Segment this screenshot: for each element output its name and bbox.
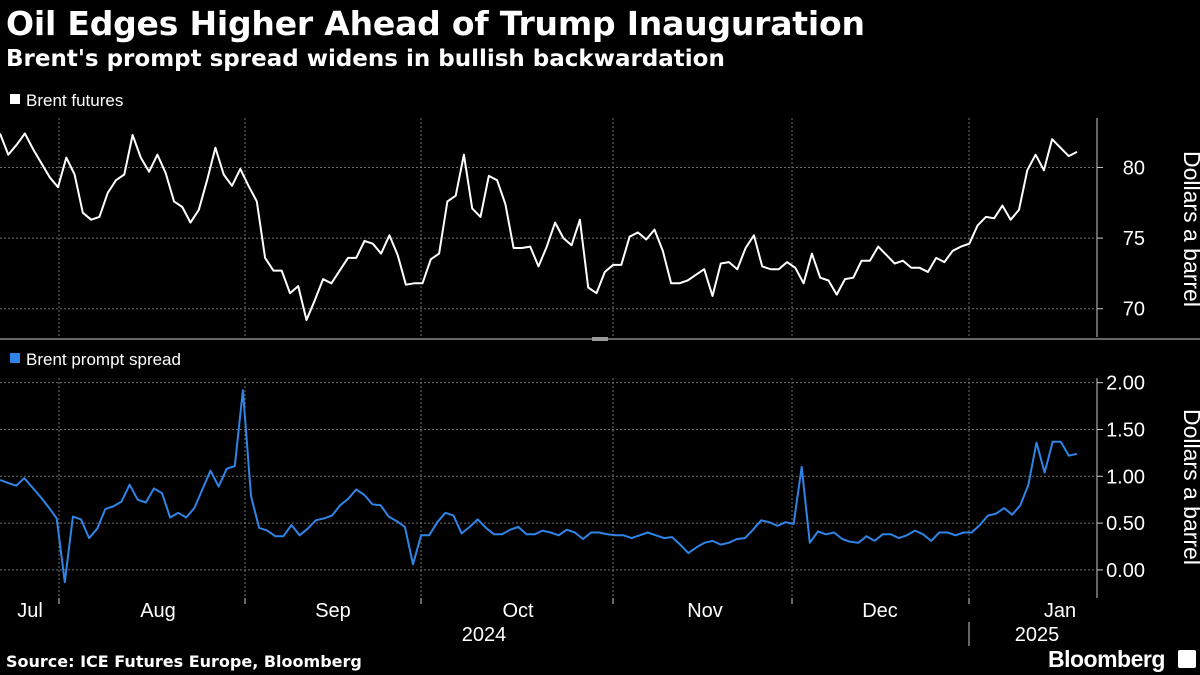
legend-label-brent-prompt-spread: Brent prompt spread [26,350,181,369]
brent-prompt-spread-series-line [0,389,1078,584]
brent-prompt-spread-ytick-label: 2.00 [1106,373,1145,395]
x-month-label: Oct [502,600,534,622]
brent-futures-ytick-label: 70 [1123,299,1145,321]
x-month-label: Jan [1044,600,1076,622]
brent-prompt-spread-ytick-label: 0.00 [1106,560,1145,582]
x-month-label: Sep [315,600,351,622]
brent-futures-ytick-label: 80 [1123,157,1145,179]
x-month-label: Dec [862,600,898,622]
brent-prompt-spread-ytick-label: 0.50 [1106,513,1145,535]
brent-prompt-spread-ytick-label: 1.50 [1106,419,1145,441]
y-axis-title-bottom: Dollars a barrel [1179,409,1200,565]
legend-label-brent-futures: Brent futures [26,91,123,110]
bloomberg-logo: Bloomberg [1048,646,1165,672]
legend-swatch-brent-prompt-spread [10,353,20,363]
x-month-label: Aug [140,600,176,622]
chart-subtitle: Brent's prompt spread widens in bullish … [6,46,725,72]
legend-swatch-brent-futures [10,94,20,104]
brent-prompt-spread-ytick-label: 1.00 [1106,466,1145,488]
y-axis-title-top: Dollars a barrel [1179,151,1200,307]
chart-title: Oil Edges Higher Ahead of Trump Inaugura… [6,4,865,43]
source-note: Source: ICE Futures Europe, Bloomberg [6,652,362,671]
brent-futures-ytick-label: 75 [1123,228,1145,250]
brent-prompt-spread-panel: 0.00 0.50 1.00 1.50 2.00 [0,373,1145,598]
brent-futures-series-line [0,132,1078,321]
x-month-label: Jul [17,600,43,622]
chart-icon [1178,650,1196,668]
x-month-label: Nov [687,600,723,622]
x-axis: Jul Aug Sep Oct Nov Dec Jan 2024 2025 [17,598,1076,646]
x-year-label: 2025 [1015,624,1060,646]
x-year-label: 2024 [462,624,507,646]
brent-futures-panel: 70 75 80 [0,118,1145,337]
